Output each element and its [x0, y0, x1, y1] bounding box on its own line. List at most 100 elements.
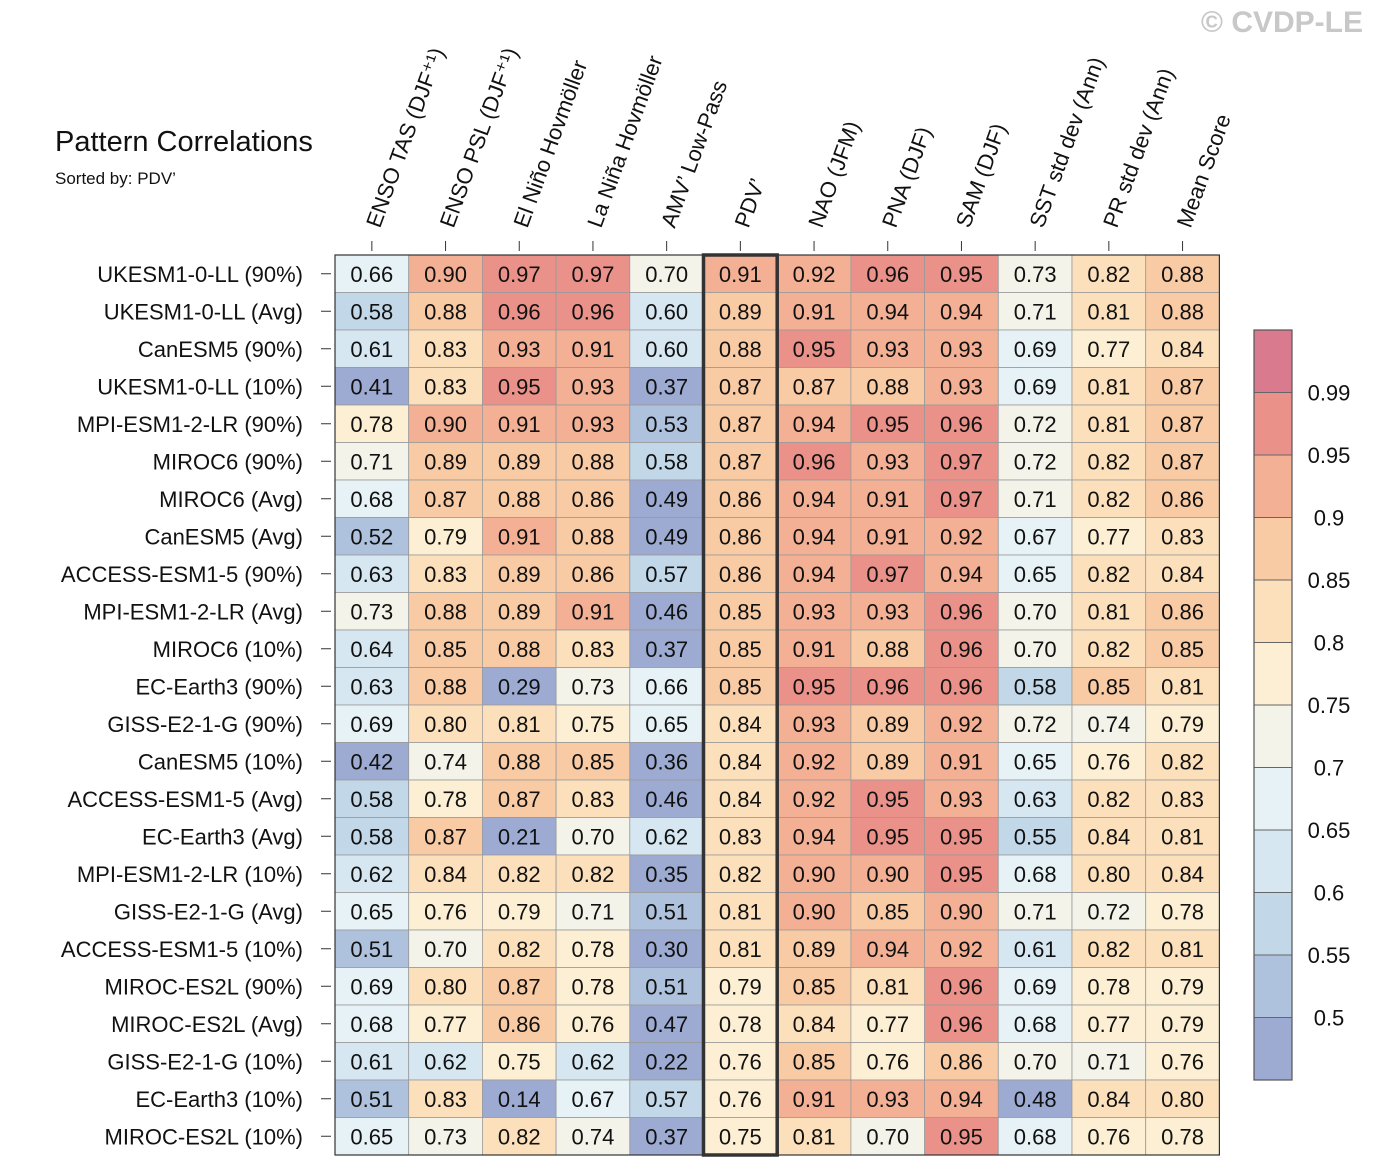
heatmap-cell — [850, 554, 926, 593]
cell-value-label: 0.76 — [719, 1049, 762, 1074]
cell-value-label: 0.21 — [498, 824, 541, 849]
colorbar-tick-label: 0.6 — [1314, 881, 1345, 906]
cell-value-label: 0.97 — [866, 562, 909, 587]
cell-value-label: 0.86 — [719, 487, 762, 512]
heatmap-cell — [408, 367, 483, 406]
cell-value-label: 0.88 — [1161, 299, 1204, 324]
cell-value-label: 0.97 — [572, 262, 615, 287]
cell-value-label: 0.70 — [424, 937, 467, 962]
colorbar-segment — [1254, 830, 1292, 893]
heatmap-cell — [555, 1079, 631, 1118]
heatmap-cell — [1071, 929, 1147, 968]
cell-value-label: 0.68 — [1014, 862, 1057, 887]
row-label: ACCESS-ESM1-5 (90%) — [61, 562, 303, 587]
heatmap-cell — [997, 592, 1073, 631]
cell-value-label: 0.61 — [350, 337, 393, 362]
cell-value-label: 0.89 — [424, 449, 467, 474]
cell-value-label: 0.87 — [793, 374, 836, 399]
colorbar-tick-label: 0.7 — [1314, 756, 1345, 781]
cell-value-label: 0.46 — [645, 787, 688, 812]
cell-value-label: 0.96 — [940, 412, 983, 437]
cell-value-label: 0.91 — [572, 337, 615, 362]
cell-value-label: 0.96 — [498, 299, 541, 324]
cell-value-label: 0.78 — [572, 974, 615, 999]
heatmap-cell — [1071, 967, 1147, 1006]
cell-value-label: 0.49 — [645, 487, 688, 512]
cell-value-label: 0.69 — [350, 712, 393, 737]
cell-value-label: 0.93 — [866, 449, 909, 474]
colorbar: 0.5 0.55 0.6 0.65 0.7 0.75 0.8 0.85 0.9 0.95 0.99 — [1253, 329, 1350, 1081]
heatmap-cell — [555, 442, 631, 481]
cell-value-label: 0.89 — [866, 749, 909, 774]
cell-value-label: 0.92 — [793, 787, 836, 812]
heatmap-cell — [776, 442, 852, 481]
heatmap-cell — [924, 329, 999, 368]
cell-value-label: 0.87 — [719, 449, 762, 474]
heatmap-cell — [629, 592, 704, 631]
cell-value-label: 0.77 — [1087, 524, 1130, 549]
cell-value-label: 0.78 — [1161, 1124, 1204, 1149]
colorbar-segment — [1254, 955, 1292, 1018]
cell-value-label: 0.84 — [1087, 824, 1130, 849]
heatmap-cell — [408, 967, 483, 1006]
heatmap-cell — [997, 1079, 1073, 1118]
cell-value-label: 0.73 — [424, 1124, 467, 1149]
cell-value-label: 0.95 — [866, 787, 909, 812]
cell-value-label: 0.81 — [1087, 412, 1130, 437]
cell-value-label: 0.69 — [1014, 374, 1057, 399]
cell-value-label: 0.96 — [940, 674, 983, 699]
row-label: GISS-E2-1-G (90%) — [107, 712, 303, 737]
row-label: ACCESS-ESM1-5 (Avg) — [67, 787, 303, 812]
cell-value-label: 0.96 — [940, 599, 983, 624]
row-label: MIROC6 (Avg) — [159, 487, 303, 512]
heatmap-cell — [997, 367, 1073, 406]
cell-value-label: 0.73 — [350, 599, 393, 624]
cell-value-label: 0.97 — [940, 487, 983, 512]
cell-value-label: 0.81 — [719, 937, 762, 962]
heatmap-cell — [997, 779, 1073, 818]
heatmap-cell — [1145, 742, 1220, 781]
heatmap-cell — [1071, 854, 1147, 893]
cell-value-label: 0.92 — [940, 524, 983, 549]
cell-value-label: 0.85 — [1087, 674, 1130, 699]
cell-value-label: 0.62 — [645, 824, 688, 849]
heatmap-cell — [629, 479, 704, 518]
heatmap-cell — [776, 292, 852, 331]
cell-value-label: 0.62 — [572, 1049, 615, 1074]
heatmap-cell — [1145, 479, 1220, 518]
cell-value-label: 0.82 — [1087, 449, 1130, 474]
heatmap-cell — [1145, 554, 1220, 593]
cell-value-label: 0.76 — [572, 1012, 615, 1037]
cell-value-label: 0.73 — [1014, 262, 1057, 287]
heatmap-cell — [850, 929, 926, 968]
cell-value-label: 0.62 — [424, 1049, 467, 1074]
cell-value-label: 0.76 — [719, 1087, 762, 1112]
cell-value-label: 0.96 — [940, 637, 983, 662]
cell-value-label: 0.69 — [1014, 337, 1057, 362]
cell-value-label: 0.69 — [1014, 974, 1057, 999]
heatmap-cell — [334, 742, 410, 781]
cell-value-label: 0.71 — [1087, 1049, 1130, 1074]
cell-value-label: 0.91 — [866, 487, 909, 512]
heatmap-cell — [1071, 1042, 1147, 1081]
heatmap-cell — [850, 404, 926, 443]
cell-value-label: 0.47 — [645, 1012, 688, 1037]
heatmap-cell — [1145, 967, 1220, 1006]
cell-value-label: 0.87 — [424, 824, 467, 849]
heatmap-cell — [408, 742, 483, 781]
heatmap-cell — [408, 479, 483, 518]
row-label: MIROC6 (10%) — [153, 637, 303, 662]
cell-value-label: 0.85 — [866, 899, 909, 924]
heatmap-cell — [629, 779, 704, 818]
cell-value-label: 0.76 — [1087, 749, 1130, 774]
cell-value-label: 0.84 — [719, 749, 762, 774]
heatmap-cell — [1145, 667, 1220, 706]
heatmap-cell — [776, 367, 852, 406]
heatmap-cell — [1071, 704, 1147, 743]
cell-value-label: 0.72 — [1014, 712, 1057, 737]
cell-value-label: 0.86 — [1161, 599, 1204, 624]
heatmap-cell — [555, 404, 631, 443]
colorbar-segment — [1254, 642, 1292, 705]
cell-value-label: 0.46 — [645, 599, 688, 624]
heatmap-cell — [997, 554, 1073, 593]
